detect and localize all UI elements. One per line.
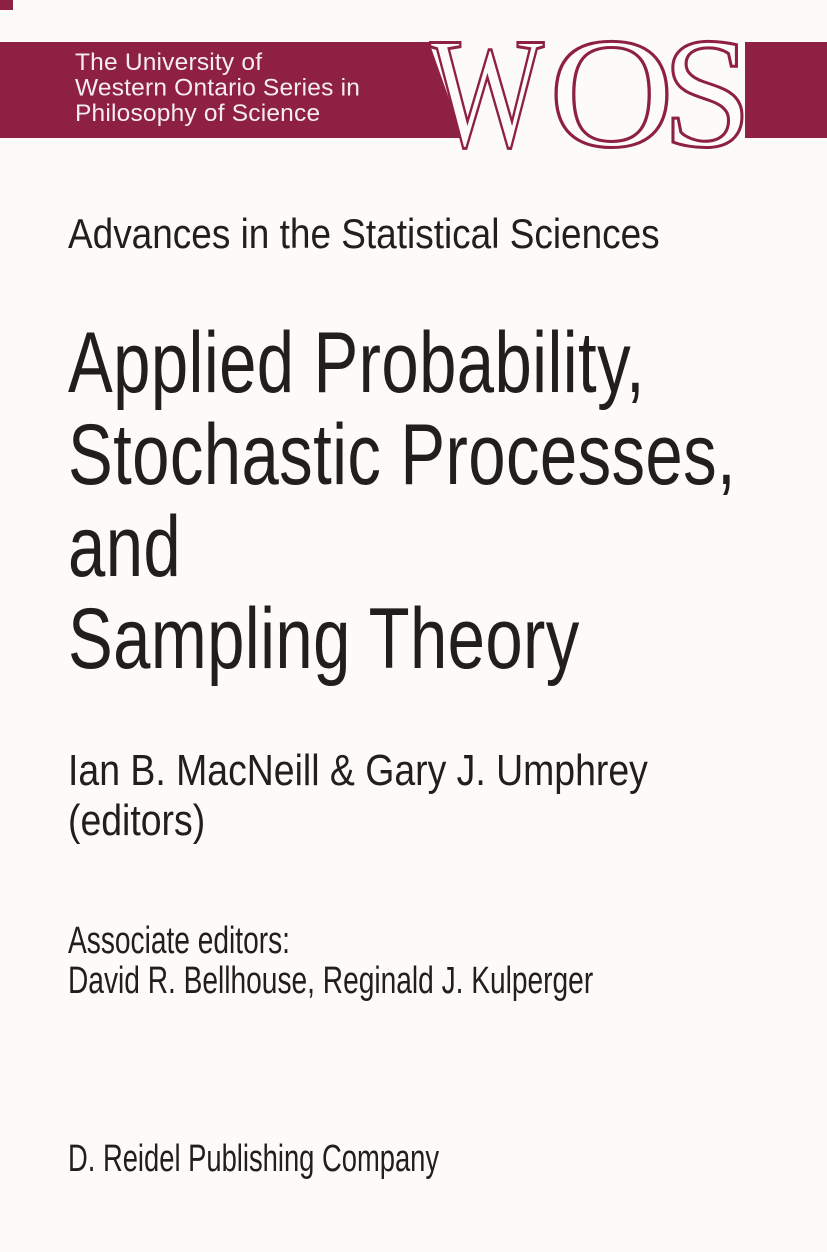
banner-series-line-1: The University of <box>75 49 262 76</box>
associate-editors-block: Associate editors: David R. Bellhouse, R… <box>68 921 593 1001</box>
series-banner: The University of Western Ontario Series… <box>0 0 827 183</box>
logo-letter-w: W <box>430 6 544 181</box>
publisher: D. Reidel Publishing Company <box>68 1138 440 1180</box>
logo-letter-s: S <box>662 6 752 181</box>
book-title-line-1: Applied Probability, <box>68 315 646 411</box>
logo-cutout <box>429 42 745 138</box>
banner-series-line-2: Western Ontario Series in <box>75 75 360 102</box>
book-title-line-3: and <box>68 499 182 595</box>
associate-editors-names: David R. Bellhouse, Reginald J. Kulperge… <box>68 960 594 1002</box>
book-title-line-4: Sampling Theory <box>68 591 580 687</box>
associate-editors-label: Associate editors: <box>68 920 290 962</box>
book-title-line-2: Stochastic Processes, <box>68 407 737 503</box>
logo-letter-o: O <box>549 6 674 181</box>
wos-logo: W O S <box>429 5 754 183</box>
editors-names: Ian B. MacNeill & Gary J. Umphrey <box>68 746 648 795</box>
corner-mark <box>0 0 13 10</box>
editors-block: Ian B. MacNeill & Gary J. Umphrey (edito… <box>68 746 648 846</box>
banner-series-line-3: Philosophy of Science <box>75 100 320 127</box>
editors-role: (editors) <box>68 796 206 845</box>
series-title: Advances in the Statistical Sciences <box>68 210 660 257</box>
book-title: Applied Probability, Stochastic Processe… <box>68 317 736 685</box>
